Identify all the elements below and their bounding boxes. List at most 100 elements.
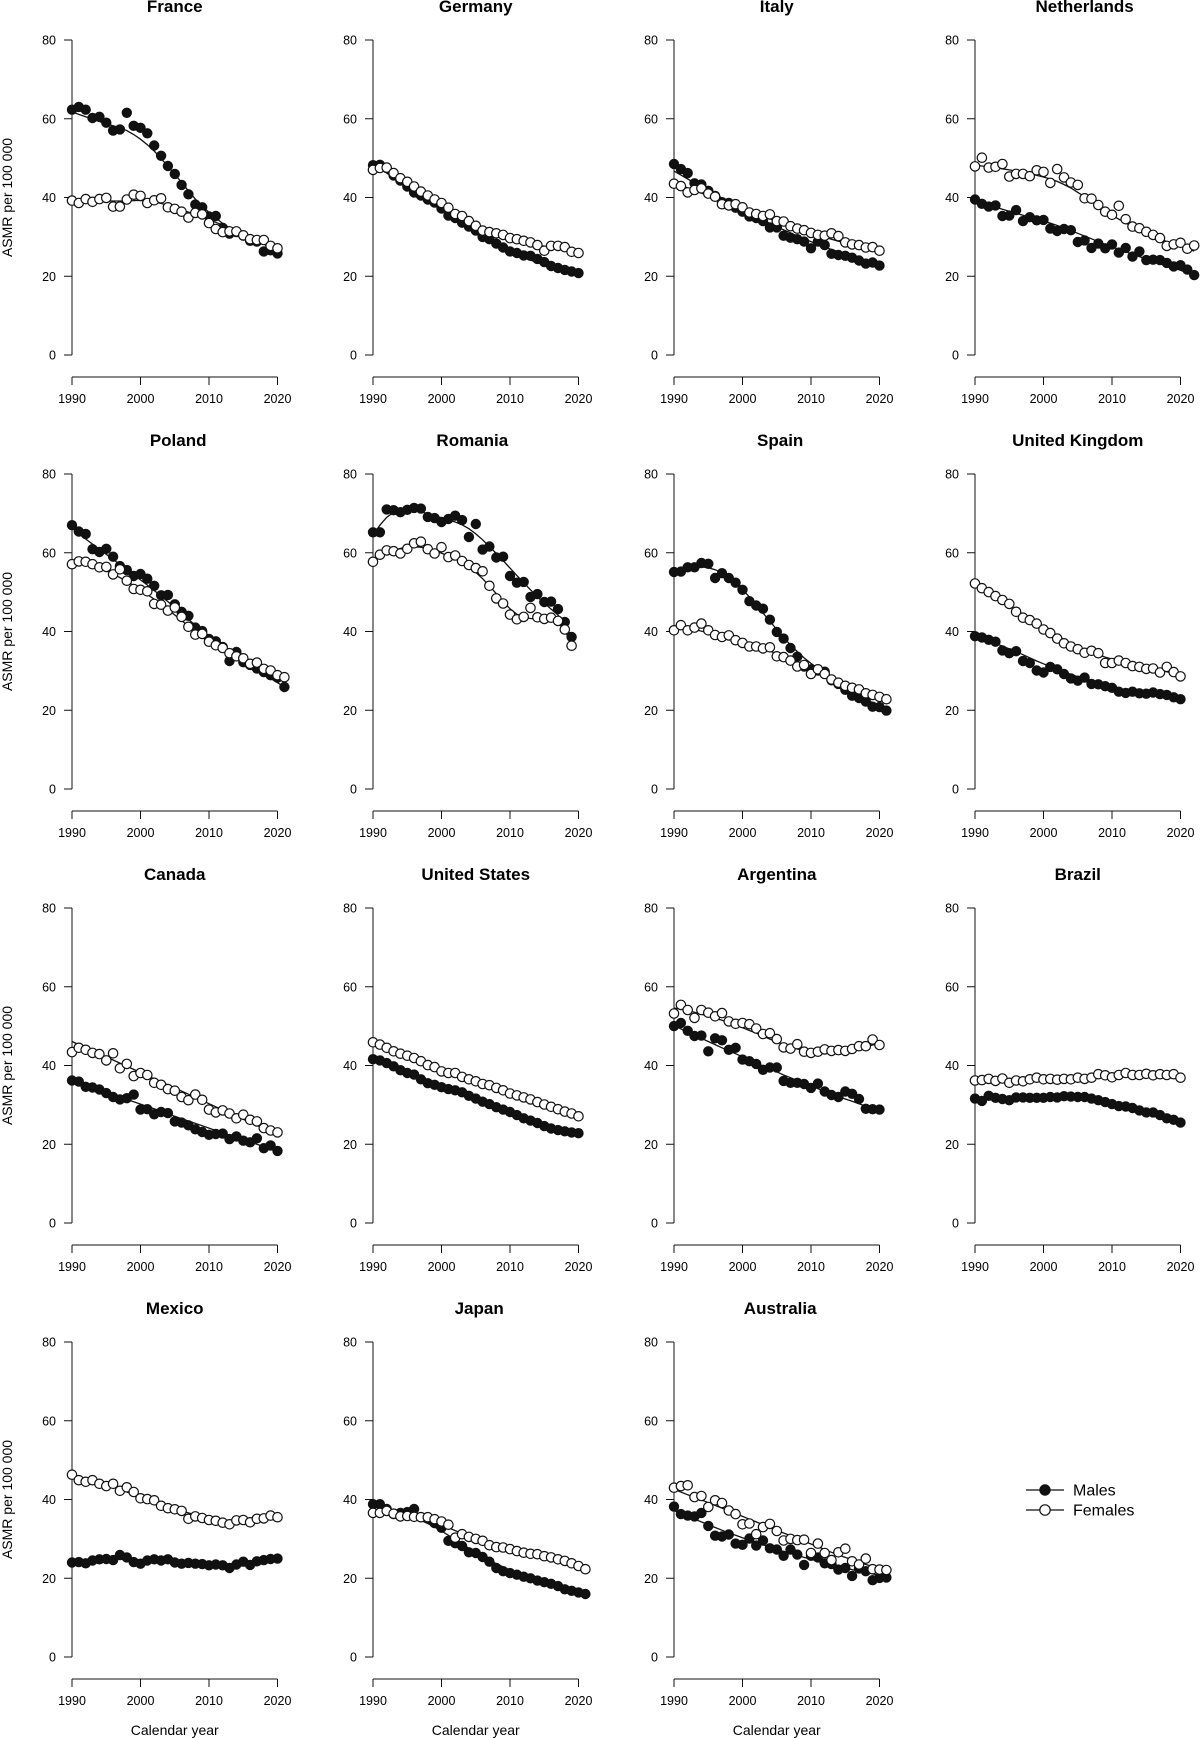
x-tick-label: 2020 — [565, 1260, 593, 1274]
series-males — [969, 194, 1200, 281]
point-females — [1113, 200, 1125, 212]
point-males — [1010, 646, 1022, 657]
point-males — [1065, 225, 1077, 236]
x-tick-label: 2010 — [1098, 826, 1126, 840]
point-males — [757, 603, 769, 614]
point-males — [155, 150, 167, 162]
y-tick-label: 60 — [644, 112, 658, 126]
legend-marker-males — [1039, 1484, 1051, 1496]
point-males — [518, 576, 529, 588]
point-females — [196, 209, 208, 220]
point-females — [997, 158, 1008, 170]
point-females — [573, 247, 584, 259]
x-tick-label: 2020 — [264, 392, 292, 406]
point-males — [846, 1570, 858, 1582]
point-females — [155, 599, 167, 610]
point-females — [272, 1511, 283, 1523]
point-females — [716, 1007, 728, 1019]
point-females — [702, 1501, 714, 1513]
y-axis-label: ASMR per 100 000 — [0, 138, 15, 257]
x-axis-australia: 1990 2000 2010 2020 — [660, 1678, 893, 1708]
y-axis-poland: 0 20 40 60 80 — [42, 468, 73, 797]
point-males — [80, 528, 91, 540]
panel-australia: Australia 0 20 40 60 80 1990 2000 2010 2020 Calend… — [644, 1299, 893, 1738]
point-females — [1058, 172, 1070, 183]
x-tick-label: 2010 — [797, 826, 825, 840]
series-males — [668, 1017, 885, 1115]
point-females — [101, 1055, 112, 1066]
point-males — [1038, 214, 1049, 226]
y-tick-label: 60 — [945, 112, 959, 126]
point-females — [682, 1480, 693, 1491]
point-males — [874, 1104, 885, 1115]
x-tick-label: 2010 — [496, 826, 524, 840]
point-males — [265, 1140, 276, 1151]
series-females — [969, 578, 1186, 682]
point-females — [771, 1033, 783, 1045]
point-females — [696, 618, 707, 629]
y-tick-label: 0 — [350, 1651, 357, 1665]
point-males — [80, 104, 91, 115]
point-males — [846, 1088, 858, 1100]
x-tick-label: 2010 — [797, 392, 825, 406]
point-males — [545, 596, 557, 607]
x-tick-label: 1990 — [58, 1260, 86, 1274]
point-males — [1127, 251, 1138, 262]
y-tick-label: 60 — [343, 112, 357, 126]
point-males — [737, 584, 748, 595]
point-females — [1038, 166, 1049, 178]
point-females — [94, 1048, 105, 1060]
series-males — [969, 631, 1186, 705]
point-females — [839, 1543, 851, 1554]
y-tick-label: 80 — [42, 1336, 56, 1350]
y-tick-label: 20 — [644, 270, 658, 284]
point-males — [1120, 242, 1131, 254]
x-tick-label: 2020 — [565, 826, 593, 840]
x-tick-label: 2010 — [195, 1260, 223, 1274]
point-males — [374, 527, 386, 538]
x-tick-label: 2010 — [496, 392, 524, 406]
x-tick-label: 2000 — [428, 392, 456, 406]
point-females — [415, 536, 427, 547]
point-males — [142, 1104, 153, 1115]
point-males — [785, 1544, 796, 1555]
point-males — [183, 189, 194, 200]
x-tick-label: 1990 — [58, 392, 86, 406]
point-females — [443, 202, 454, 213]
y-tick-label: 80 — [945, 902, 959, 916]
x-tick-label: 2020 — [264, 1694, 292, 1708]
point-females — [142, 585, 153, 597]
point-females — [497, 598, 509, 609]
point-females — [176, 1505, 187, 1517]
panel-canada: Canada 0 20 40 60 80 1990 2000 2010 2020 ASMR per … — [0, 865, 291, 1274]
x-tick-label: 2010 — [496, 1694, 524, 1708]
point-females — [238, 652, 249, 664]
y-axis-italy: 0 20 40 60 80 — [644, 34, 675, 363]
x-tick-label: 2010 — [797, 1694, 825, 1708]
y-tick-label: 20 — [343, 1138, 357, 1152]
point-females — [1154, 232, 1166, 244]
point-males — [805, 243, 817, 254]
point-males — [771, 626, 782, 638]
x-tick-label: 2000 — [127, 1260, 155, 1274]
point-males — [990, 636, 1001, 647]
x-axis-italy: 1990 2000 2010 2020 — [660, 376, 893, 406]
point-females — [1188, 240, 1200, 251]
point-females — [976, 152, 988, 163]
y-tick-label: 60 — [644, 1414, 658, 1428]
series-females — [367, 536, 577, 651]
point-females — [443, 1519, 454, 1530]
point-females — [1010, 606, 1022, 618]
x-axis-canada: 1990 2000 2010 2020 — [58, 1244, 291, 1274]
point-females — [114, 563, 126, 575]
y-tick-label: 20 — [343, 704, 357, 718]
point-females — [791, 1038, 803, 1050]
point-males — [251, 1133, 263, 1144]
point-males — [456, 514, 468, 526]
point-females — [867, 1034, 878, 1045]
point-males — [580, 1588, 591, 1600]
point-males — [272, 1553, 283, 1564]
legend-marker-females — [1039, 1504, 1051, 1516]
y-axis-canada: 0 20 40 60 80 — [42, 902, 73, 1231]
